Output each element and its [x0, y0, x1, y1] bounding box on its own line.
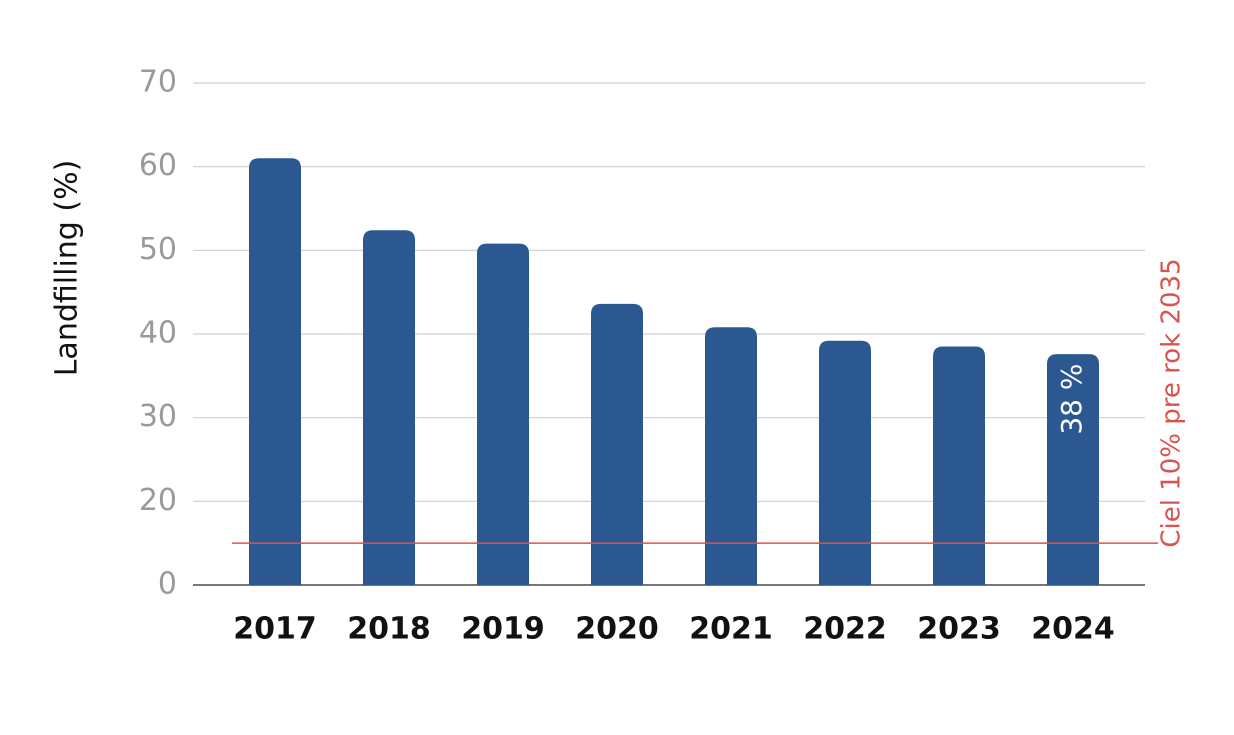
- target-label: Ciel 10% pre rok 2035: [1157, 258, 1187, 547]
- x-tick-label: 2019: [461, 612, 545, 647]
- x-tick-label: 2021: [689, 612, 773, 647]
- bar: [249, 158, 301, 586]
- bar: [363, 230, 415, 585]
- bar: [819, 340, 871, 585]
- y-tick-label: 30: [139, 399, 177, 434]
- x-tick-label: 2020: [575, 612, 659, 647]
- bar: [933, 346, 985, 585]
- y-tick-label: 40: [139, 316, 177, 351]
- x-tick-label: 2024: [1031, 612, 1115, 647]
- bar: [477, 243, 529, 585]
- bar: [705, 327, 757, 585]
- x-tick-label: 2023: [917, 612, 1001, 647]
- bar: [1047, 354, 1099, 585]
- x-tick-label: 2017: [233, 612, 317, 647]
- bar: [591, 303, 643, 585]
- y-tick-label: 70: [139, 65, 177, 100]
- data-label: 38 %: [1055, 364, 1088, 435]
- y-tick-label: 50: [139, 232, 177, 267]
- x-tick-label: 2022: [803, 612, 887, 647]
- y-tick-label: 60: [139, 148, 177, 183]
- y-axis-title: Landfilling (%): [50, 160, 85, 377]
- y-tick-label: 20: [139, 483, 177, 518]
- x-tick-label: 2018: [347, 612, 431, 647]
- y-tick-label: 0: [158, 567, 177, 602]
